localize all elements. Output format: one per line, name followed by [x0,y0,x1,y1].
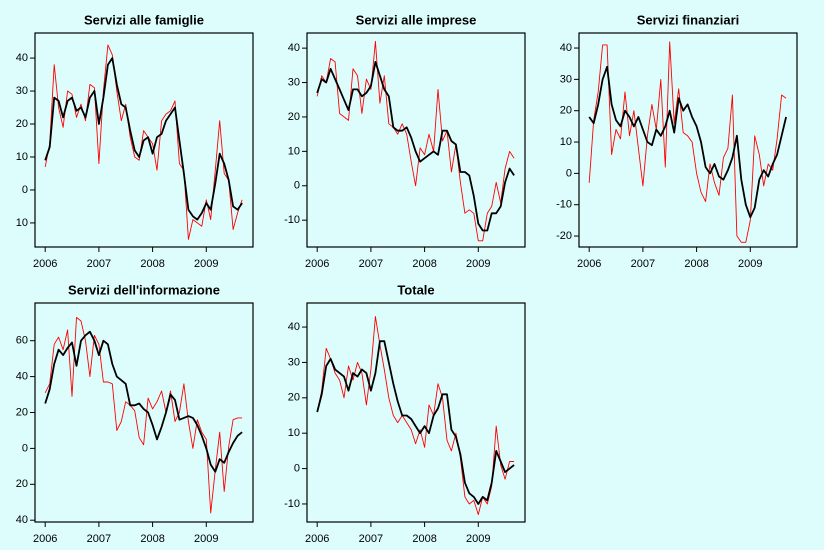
panel-title: Servizi alle imprese [356,12,477,27]
series-line [44,44,243,240]
y-tick-label: 10 [288,427,300,439]
y-tick-label: 20 [560,105,572,117]
y-tick-label: 40 [16,371,28,383]
x-tick-label: 2006 [33,258,57,270]
x-tick-label: 2008 [412,533,436,545]
y-tick-label: 10 [16,151,28,163]
y-tick-label: 10 [560,136,572,148]
plot-frame [34,302,254,523]
y-tick-label: 20 [288,392,300,404]
y-tick-label: 0 [294,462,300,474]
plot-frame [306,32,526,248]
series-line [588,65,787,219]
series-line [588,41,787,243]
x-tick-label: 2006 [305,533,329,545]
x-tick-label: 2009 [194,533,218,545]
x-tick-label: 2006 [33,533,57,545]
panel-title: Servizi dell'informazione [68,282,220,297]
y-tick-label: 0 [22,184,28,196]
y-tick-label: 20 [288,111,300,123]
plot-frame [306,302,526,523]
y-tick-label: 0 [294,180,300,192]
panel-title: Totale [397,282,434,297]
plot-frame [578,32,798,248]
y-tick-label: 0 [566,167,572,179]
x-tick-label: 2006 [305,258,329,270]
series-line [316,340,515,505]
y-tick-label: 40 [288,321,300,333]
x-tick-label: 2009 [466,258,490,270]
y-tick-label: -10 [284,498,300,510]
y-tick-label: 10 [288,145,300,157]
y-tick-label: 40 [560,42,572,54]
y-tick-label: 30 [288,76,300,88]
series-line [44,57,243,221]
y-tick-label: -10 [284,214,300,226]
y-tick-label: 60 [16,335,28,347]
panel-title: Servizi finanziari [637,12,740,27]
y-tick-label: -10 [556,199,572,211]
y-tick-label: 10 [16,217,28,229]
x-tick-label: 2006 [577,258,601,270]
x-tick-label: 2007 [87,533,111,545]
y-tick-label: 20 [16,478,28,490]
x-tick-label: 2009 [738,258,762,270]
series-line [316,61,515,232]
y-tick-label: 30 [560,73,572,85]
y-tick-label: -20 [556,230,572,242]
y-tick-label: 20 [16,118,28,130]
x-tick-label: 2007 [87,258,111,270]
y-tick-label: 30 [16,85,28,97]
x-tick-label: 2008 [140,533,164,545]
x-tick-label: 2008 [412,258,436,270]
x-tick-label: 2009 [194,258,218,270]
y-tick-label: 40 [16,514,28,526]
series-line [44,330,243,473]
plot-frame [34,32,254,248]
series-line [44,316,243,514]
x-tick-label: 2007 [631,258,655,270]
y-tick-label: 30 [288,356,300,368]
series-line [316,315,515,516]
x-tick-label: 2007 [359,533,383,545]
y-tick-label: 20 [16,406,28,418]
x-tick-label: 2008 [684,258,708,270]
panel-title: Servizi alle famiglie [84,12,204,27]
x-tick-label: 2008 [140,258,164,270]
y-tick-label: 0 [22,442,28,454]
x-tick-label: 2009 [466,533,490,545]
series-line [316,40,515,242]
y-tick-label: 40 [288,42,300,54]
y-tick-label: 40 [16,52,28,64]
x-tick-label: 2007 [359,258,383,270]
